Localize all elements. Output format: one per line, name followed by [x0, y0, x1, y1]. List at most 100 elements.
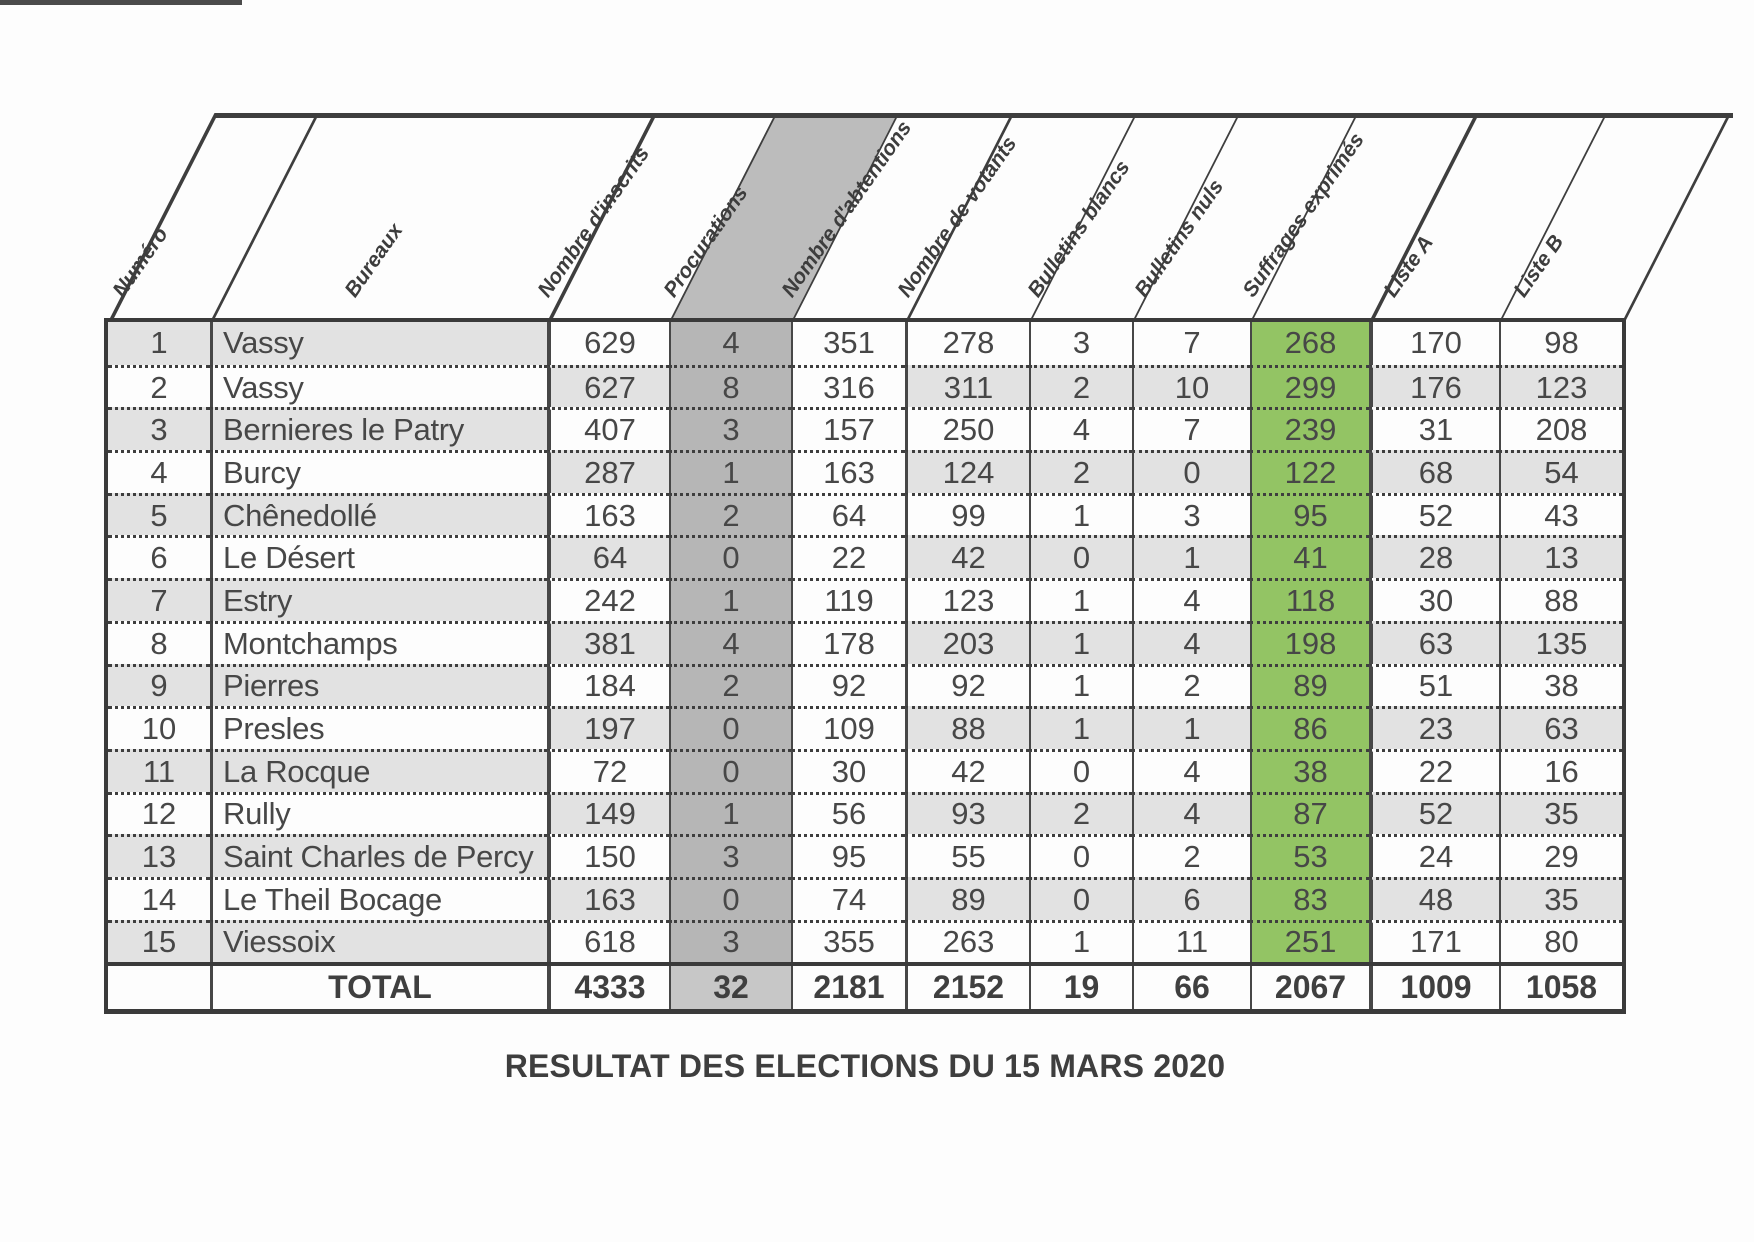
- table-row-15: 15 Viessoix 618 3 355 263 1 11 251 171 80: [108, 919, 1622, 963]
- table-row-8: 8 Montchamps 381 4 178 203 1 4 198 63 135: [108, 620, 1622, 664]
- cell-nuls: 10: [1132, 364, 1250, 408]
- cell-inscrits: 197: [547, 706, 669, 749]
- cell-listeA: 68: [1369, 450, 1499, 493]
- column-header-numero: Numéro: [108, 223, 173, 302]
- cell-blancs: 2: [1029, 791, 1132, 835]
- cell-votants: 93: [905, 791, 1029, 835]
- cell-listeB: 80: [1499, 919, 1622, 963]
- column-header-blancs: Bulletins blancs: [1023, 156, 1135, 302]
- table-row-4: 4 Burcy 287 1 163 124 2 0 122 68 54: [108, 450, 1622, 493]
- cell-nuls: 6: [1132, 876, 1250, 920]
- table-row-10: 10 Presles 197 0 109 88 1 1 86 23 63: [108, 706, 1622, 749]
- table-row-11: 11 La Rocque 72 0 30 42 0 4 38 22 16: [108, 748, 1622, 792]
- cell-numero: 6: [108, 535, 210, 579]
- cell-listeA: 52: [1369, 791, 1499, 835]
- cell-procurations: 0: [669, 706, 791, 749]
- table-row-3: 3 Bernieres le Patry 407 3 157 250 4 7 239 31 208: [108, 407, 1622, 451]
- cell-blancs: 1: [1029, 663, 1132, 707]
- cell-listeA: 170: [1369, 322, 1499, 365]
- cell-inscrits: 407: [547, 407, 669, 451]
- cell-votants: 124: [905, 450, 1029, 493]
- cell-inscrits: 163: [547, 876, 669, 920]
- cell-listeB: 35: [1499, 876, 1622, 920]
- cell-numero: 14: [108, 876, 210, 920]
- table-row-1: 1 Vassy 629 4 351 278 3 7 268 170 98: [108, 322, 1622, 365]
- cell-blancs: 4: [1029, 407, 1132, 451]
- cell-procurations: 3: [669, 834, 791, 877]
- cell-numero: 7: [108, 578, 210, 621]
- cell-abstentions: 74: [791, 876, 905, 920]
- cell-suffrages: 87: [1250, 791, 1369, 835]
- cell-numero: 13: [108, 834, 210, 877]
- cell-listeB: 35: [1499, 791, 1622, 835]
- table-row-5: 5 Chênedollé 163 2 64 99 1 3 95 52 43: [108, 492, 1622, 536]
- cell-abstentions: 92: [791, 663, 905, 707]
- cell-bureaux: Le Désert: [210, 535, 547, 579]
- table-row-9: 9 Pierres 184 2 92 92 1 2 89 51 38: [108, 663, 1622, 707]
- cell-procurations: 2: [669, 492, 791, 536]
- cell-blancs: 1: [1029, 578, 1132, 621]
- cell-listeB: 135: [1499, 620, 1622, 664]
- total-cell-listeB: 1058: [1499, 966, 1622, 1010]
- cell-bureaux: Viessoix: [210, 919, 547, 963]
- cell-blancs: 2: [1029, 364, 1132, 408]
- cell-listeB: 16: [1499, 748, 1622, 792]
- cell-numero: 4: [108, 450, 210, 493]
- cell-suffrages: 268: [1250, 322, 1369, 365]
- table-row-6: 6 Le Désert 64 0 22 42 0 1 41 28 13: [108, 535, 1622, 579]
- column-header-bureaux: Bureaux: [340, 219, 408, 302]
- cell-listeA: 171: [1369, 919, 1499, 963]
- cell-suffrages: 251: [1250, 919, 1369, 963]
- cell-nuls: 2: [1132, 834, 1250, 877]
- cell-listeA: 176: [1369, 364, 1499, 408]
- cell-procurations: 2: [669, 663, 791, 707]
- total-cell-abstentions: 2181: [791, 966, 905, 1010]
- cell-listeA: 63: [1369, 620, 1499, 664]
- cell-numero: 5: [108, 492, 210, 536]
- cell-numero: 3: [108, 407, 210, 451]
- cell-bureaux: Chênedollé: [210, 492, 547, 536]
- cell-votants: 123: [905, 578, 1029, 621]
- table-row-12: 12 Rully 149 1 56 93 2 4 87 52 35: [108, 791, 1622, 835]
- cell-suffrages: 122: [1250, 450, 1369, 493]
- cell-inscrits: 72: [547, 748, 669, 792]
- total-cell-inscrits: 4333: [547, 966, 669, 1010]
- cell-abstentions: 22: [791, 535, 905, 579]
- election-results-table: 1 Vassy 629 4 351 278 3 7 268 170 98 2 Vassy 627 8 316 3…: [104, 318, 1626, 1015]
- cell-nuls: 4: [1132, 620, 1250, 664]
- cell-inscrits: 287: [547, 450, 669, 493]
- cell-suffrages: 89: [1250, 663, 1369, 707]
- cell-votants: 311: [905, 364, 1029, 408]
- cell-listeB: 54: [1499, 450, 1622, 493]
- column-header-nuls: Bulletins nuls: [1130, 175, 1229, 302]
- column-header-inscrits: Nombre d'inscrits: [533, 142, 655, 302]
- cell-suffrages: 41: [1250, 535, 1369, 579]
- cell-abstentions: 355: [791, 919, 905, 963]
- cell-listeB: 13: [1499, 535, 1622, 579]
- cell-bureaux: Burcy: [210, 450, 547, 493]
- cell-suffrages: 299: [1250, 364, 1369, 408]
- cell-listeB: 63: [1499, 706, 1622, 749]
- cell-numero: 12: [108, 791, 210, 835]
- cell-listeA: 51: [1369, 663, 1499, 707]
- cell-procurations: 0: [669, 535, 791, 579]
- cell-bureaux: Pierres: [210, 663, 547, 707]
- cell-listeB: 38: [1499, 663, 1622, 707]
- column-header-suffrages: Suffrages exprimés: [1238, 128, 1369, 302]
- total-cell-bureaux: TOTAL: [210, 966, 547, 1010]
- cell-bureaux: Le Theil Bocage: [210, 876, 547, 920]
- cell-listeB: 208: [1499, 407, 1622, 451]
- cell-nuls: 3: [1132, 492, 1250, 536]
- header-diagonal-line: [210, 113, 320, 322]
- page-title: RESULTAT DES ELECTIONS DU 15 MARS 2020: [504, 1048, 1226, 1084]
- cell-inscrits: 150: [547, 834, 669, 877]
- cell-blancs: 1: [1029, 706, 1132, 749]
- table-total-row: TOTAL 4333 32 2181 2152 19 66 2067 1009 1058: [108, 962, 1622, 1010]
- cell-nuls: 7: [1132, 322, 1250, 365]
- cell-votants: 278: [905, 322, 1029, 365]
- cell-listeA: 30: [1369, 578, 1499, 621]
- cell-listeB: 29: [1499, 834, 1622, 877]
- cell-listeA: 23: [1369, 706, 1499, 749]
- cell-votants: 42: [905, 535, 1029, 579]
- cell-suffrages: 95: [1250, 492, 1369, 536]
